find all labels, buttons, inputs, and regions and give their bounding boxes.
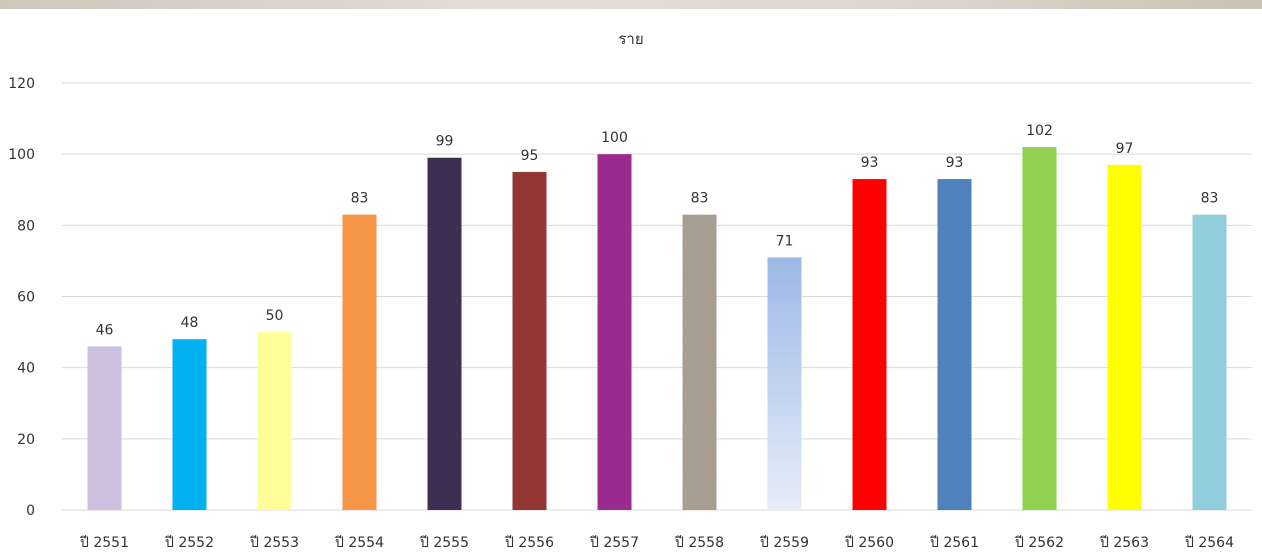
data-label: 83 xyxy=(691,191,709,207)
x-tick-label: ปี 2561 xyxy=(930,535,979,551)
data-label: 93 xyxy=(861,155,879,171)
bar xyxy=(937,179,972,510)
data-label: 83 xyxy=(351,191,369,207)
x-tick-label: ปี 2556 xyxy=(505,535,555,551)
data-label: 46 xyxy=(96,322,114,338)
x-axis-ticks: ปี 2551 ปี 2552 ปี 2553 ปี 2554 ปี 2555 ปี 25… xyxy=(80,535,1235,551)
bars xyxy=(87,147,1227,511)
data-label: 95 xyxy=(521,148,539,164)
x-tick-label: ปี 2558 xyxy=(675,535,724,551)
x-tick-label: ปี 2553 xyxy=(250,535,299,551)
data-label: 102 xyxy=(1026,123,1053,139)
bar xyxy=(1107,164,1142,510)
data-label: 83 xyxy=(1201,191,1219,207)
y-axis-ticks: 0 20 40 60 80 100 120 xyxy=(8,76,35,519)
data-label: 48 xyxy=(181,315,199,331)
chart-title: ราย xyxy=(618,30,643,48)
bar xyxy=(427,157,462,510)
x-tick-label: ปี 2555 xyxy=(420,535,469,551)
data-label: 50 xyxy=(266,308,284,324)
y-tick-label: 40 xyxy=(17,361,35,377)
bar xyxy=(257,332,292,510)
bar xyxy=(342,214,377,511)
bar xyxy=(87,346,122,510)
data-label: 99 xyxy=(436,134,454,150)
gridlines xyxy=(62,82,1252,511)
bar xyxy=(1022,147,1057,511)
x-tick-label: ปี 2554 xyxy=(335,535,385,551)
data-label: 93 xyxy=(946,155,964,171)
x-tick-label: ปี 2563 xyxy=(1100,535,1149,551)
y-tick-label: 120 xyxy=(8,76,35,92)
x-tick-label: ปี 2552 xyxy=(165,535,214,551)
bar xyxy=(682,214,717,511)
x-tick-label: ปี 2551 xyxy=(80,535,129,551)
y-tick-label: 20 xyxy=(17,432,35,448)
y-tick-label: 0 xyxy=(26,503,35,519)
bar xyxy=(597,154,632,510)
y-tick-label: 60 xyxy=(17,290,35,306)
x-tick-label: ปี 2560 xyxy=(845,535,894,551)
bar xyxy=(512,171,547,511)
bar xyxy=(172,339,207,510)
y-tick-label: 100 xyxy=(8,147,35,163)
top-border-strip xyxy=(0,0,1262,9)
bar xyxy=(852,179,887,510)
data-label: 100 xyxy=(601,130,628,146)
y-tick-label: 80 xyxy=(17,218,35,234)
data-labels: 46 48 50 83 99 95 100 83 71 93 93 102 97 83 xyxy=(96,123,1219,338)
x-tick-label: ปี 2562 xyxy=(1015,535,1064,551)
bar xyxy=(767,257,802,510)
bar xyxy=(1192,214,1227,511)
data-label: 71 xyxy=(776,233,794,249)
x-tick-label: ปี 2557 xyxy=(590,535,639,551)
data-label: 97 xyxy=(1116,141,1134,157)
x-tick-label: ปี 2564 xyxy=(1185,535,1235,551)
x-tick-label: ปี 2559 xyxy=(760,535,809,551)
